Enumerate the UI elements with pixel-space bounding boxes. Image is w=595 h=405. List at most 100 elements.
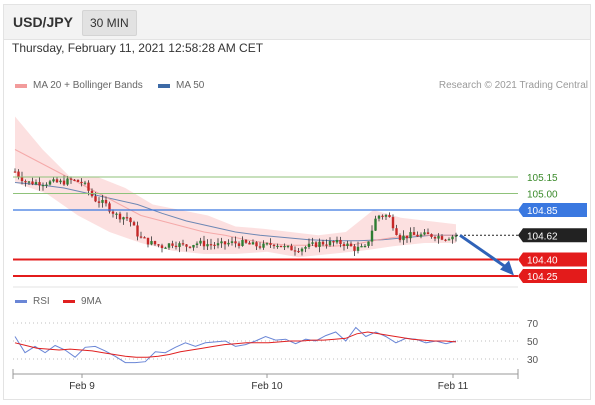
candle-body xyxy=(104,199,108,204)
candle xyxy=(283,243,286,251)
candle xyxy=(97,197,101,208)
candle-body xyxy=(419,234,423,237)
candle-body xyxy=(279,245,283,248)
candle-body xyxy=(269,243,272,245)
candle xyxy=(272,243,276,249)
candle xyxy=(157,243,160,248)
candle xyxy=(290,243,293,251)
candle-body xyxy=(377,215,381,219)
candle xyxy=(213,242,216,250)
candle-body xyxy=(41,185,45,187)
candle-body xyxy=(17,171,20,177)
candle xyxy=(160,243,164,253)
candle-body xyxy=(272,244,276,247)
candle-body xyxy=(370,230,374,242)
candle-body xyxy=(391,217,395,229)
candle-body xyxy=(111,211,115,214)
candle xyxy=(318,238,321,253)
candle-body xyxy=(265,243,269,245)
legend-rsi: RSI xyxy=(15,296,50,307)
candle xyxy=(125,212,129,222)
candle xyxy=(76,179,80,183)
candle-body xyxy=(325,244,328,246)
ma50-swatch xyxy=(158,83,170,88)
candle xyxy=(48,179,52,186)
candle xyxy=(27,181,31,186)
candle-body xyxy=(430,234,433,237)
candle-body xyxy=(255,242,258,247)
candle-body xyxy=(136,225,139,237)
candle-body xyxy=(188,246,192,248)
candle xyxy=(269,238,272,249)
candle xyxy=(66,175,69,186)
candle xyxy=(52,176,55,183)
candle-body xyxy=(409,232,412,239)
candle-body xyxy=(412,232,416,235)
candle xyxy=(251,239,255,245)
candle-body xyxy=(283,245,286,248)
candle xyxy=(405,235,409,243)
candle xyxy=(339,236,342,248)
candle xyxy=(41,182,45,191)
candle xyxy=(220,237,223,248)
candle-body xyxy=(24,181,27,183)
candle-body xyxy=(384,215,388,217)
candle xyxy=(83,180,87,186)
candle xyxy=(101,194,104,208)
support-tag xyxy=(518,252,587,267)
research-credit: Research © 2021 Trading Central xyxy=(438,80,588,91)
candle xyxy=(409,227,412,243)
candle xyxy=(167,242,171,250)
candle-body xyxy=(381,215,384,217)
candle-body xyxy=(13,171,17,173)
forecast-arrow-shaft xyxy=(459,234,506,268)
candle-body xyxy=(209,244,213,246)
candle xyxy=(171,240,174,249)
candle-body xyxy=(69,178,73,180)
candle-body xyxy=(80,181,83,184)
candle xyxy=(24,179,27,187)
candle xyxy=(185,243,188,252)
candle xyxy=(223,240,227,250)
candle xyxy=(209,238,213,250)
candle-body xyxy=(73,179,76,181)
candle-body xyxy=(454,235,458,237)
ma9-swatch xyxy=(63,300,75,303)
candle-body xyxy=(311,242,314,244)
candle xyxy=(69,176,73,184)
candle-body xyxy=(223,241,227,245)
candle-body xyxy=(171,243,174,246)
pivot-label: 104.85 xyxy=(527,206,558,217)
candle xyxy=(412,227,416,235)
candle-body xyxy=(38,182,41,186)
timeframe-badge[interactable]: 30 MIN xyxy=(82,10,137,36)
support-label: 104.40 xyxy=(527,256,558,267)
candle-body xyxy=(437,236,440,239)
candle-body xyxy=(402,235,405,241)
candle-body xyxy=(286,245,290,248)
x-tick-label: Feb 11 xyxy=(438,381,469,392)
candle xyxy=(13,168,17,173)
candle xyxy=(115,212,118,219)
candle xyxy=(146,237,150,248)
candle-body xyxy=(416,234,419,237)
candle xyxy=(377,214,381,222)
candle xyxy=(34,179,38,186)
candle-body xyxy=(150,241,153,245)
forecast-arrow-head xyxy=(500,260,514,276)
candle xyxy=(45,182,48,189)
candle xyxy=(311,237,314,247)
candle xyxy=(164,246,167,249)
candle-body xyxy=(307,243,311,248)
candle-body xyxy=(290,245,293,251)
candle xyxy=(321,239,325,247)
candle xyxy=(300,247,304,256)
candle xyxy=(136,221,139,241)
candle-body xyxy=(321,241,325,245)
candle xyxy=(332,240,335,247)
candle xyxy=(206,239,209,251)
candle-body xyxy=(59,180,62,183)
candle xyxy=(398,233,402,243)
candle xyxy=(132,220,136,226)
candle-body xyxy=(66,178,69,185)
